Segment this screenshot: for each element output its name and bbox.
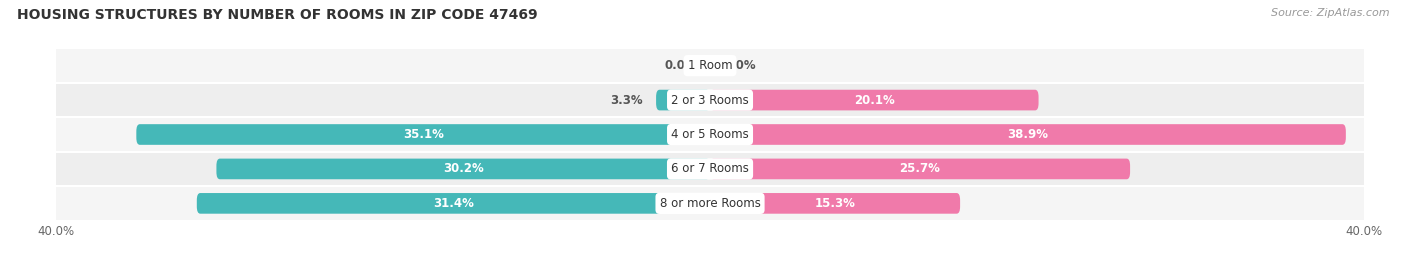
- Text: 3.3%: 3.3%: [610, 94, 643, 107]
- Bar: [56, 152, 1364, 186]
- FancyBboxPatch shape: [136, 124, 710, 145]
- Bar: [56, 186, 1364, 221]
- Text: HOUSING STRUCTURES BY NUMBER OF ROOMS IN ZIP CODE 47469: HOUSING STRUCTURES BY NUMBER OF ROOMS IN…: [17, 8, 537, 22]
- Text: 20.1%: 20.1%: [853, 94, 894, 107]
- Text: Source: ZipAtlas.com: Source: ZipAtlas.com: [1271, 8, 1389, 18]
- Text: 15.3%: 15.3%: [814, 197, 855, 210]
- FancyBboxPatch shape: [710, 159, 1130, 179]
- Text: 1 Room: 1 Room: [688, 59, 733, 72]
- Text: 6 or 7 Rooms: 6 or 7 Rooms: [671, 162, 749, 175]
- Text: 30.2%: 30.2%: [443, 162, 484, 175]
- FancyBboxPatch shape: [710, 124, 1346, 145]
- Text: 2 or 3 Rooms: 2 or 3 Rooms: [671, 94, 749, 107]
- FancyBboxPatch shape: [197, 193, 710, 214]
- FancyBboxPatch shape: [657, 90, 710, 110]
- Text: 4 or 5 Rooms: 4 or 5 Rooms: [671, 128, 749, 141]
- Text: 0.0%: 0.0%: [723, 59, 756, 72]
- Text: 38.9%: 38.9%: [1008, 128, 1049, 141]
- FancyBboxPatch shape: [217, 159, 710, 179]
- FancyBboxPatch shape: [710, 90, 1039, 110]
- Bar: [56, 117, 1364, 152]
- Text: 25.7%: 25.7%: [900, 162, 941, 175]
- Text: 31.4%: 31.4%: [433, 197, 474, 210]
- Text: 8 or more Rooms: 8 or more Rooms: [659, 197, 761, 210]
- Bar: [56, 48, 1364, 83]
- Text: 35.1%: 35.1%: [402, 128, 444, 141]
- Text: 0.0%: 0.0%: [664, 59, 697, 72]
- Bar: [56, 83, 1364, 117]
- FancyBboxPatch shape: [710, 193, 960, 214]
